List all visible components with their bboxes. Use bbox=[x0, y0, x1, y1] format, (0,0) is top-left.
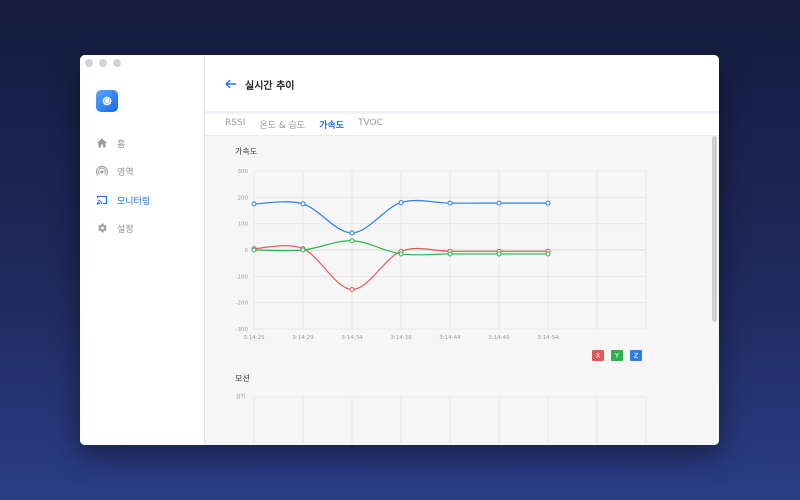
acceleration-chart: 300 200 100 0 -100 -200 -300 3:14:25 3:14:29 3:14… bbox=[236, 169, 647, 341]
tab-tvoc[interactable]: TVOC bbox=[358, 118, 383, 128]
sidebar-item-home[interactable]: 홈 bbox=[96, 135, 125, 151]
x-tick-label: 3:14:39 bbox=[390, 335, 412, 341]
data-point-x bbox=[349, 287, 355, 292]
app-window: 홈 영역 모니터링 설정 bbox=[80, 55, 719, 445]
data-point-y bbox=[349, 238, 355, 244]
sidebar-item-settings[interactable]: 설정 bbox=[96, 220, 134, 236]
motion-y-label: 감지 bbox=[236, 394, 246, 400]
legend-z-toggle[interactable]: Z bbox=[630, 350, 642, 361]
motion-section-title: 모션 bbox=[235, 374, 250, 383]
signal-icon bbox=[96, 165, 108, 176]
x-tick-label: 3:14:49 bbox=[488, 335, 510, 341]
tab-rssi[interactable]: RSSI bbox=[225, 118, 246, 128]
gear-icon bbox=[98, 223, 107, 233]
cast-icon bbox=[96, 196, 107, 205]
data-point-y bbox=[447, 251, 453, 257]
data-point-z bbox=[349, 230, 355, 236]
sidebar: 홈 영역 모니터링 설정 bbox=[80, 55, 205, 445]
x-tick-label: 3:14:44 bbox=[439, 335, 461, 341]
main-panel: 실시간 추이 RSSI 온도 & 습도 가속도 TVOC 가속도 300 200 1… bbox=[205, 55, 719, 445]
minimize-window-button[interactable] bbox=[99, 59, 107, 67]
content-area: 가속도 300 200 100 0 -100 -200 -300 3:14:25 3:14:29… bbox=[205, 135, 719, 445]
home-icon bbox=[97, 138, 107, 148]
sidebar-item-label: 모니터링 bbox=[117, 196, 151, 207]
sidebar-item-label: 영역 bbox=[117, 167, 134, 178]
data-point-z bbox=[251, 201, 257, 207]
y-tick-label: -200 bbox=[236, 301, 249, 307]
sidebar-item-monitoring[interactable]: 모니터링 bbox=[96, 192, 150, 208]
x-tick-label: 3:14:54 bbox=[537, 335, 559, 341]
y-tick-label: -100 bbox=[236, 274, 249, 280]
x-tick-label: 3:14:34 bbox=[341, 335, 363, 341]
motion-chart bbox=[253, 396, 647, 445]
page-title: 실시간 추이 bbox=[245, 81, 295, 92]
tab-temperature-humidity[interactable]: 온도 & 습도 bbox=[259, 121, 306, 131]
tab-acceleration[interactable]: 가속도 bbox=[319, 117, 349, 137]
data-point-z bbox=[300, 201, 306, 207]
data-point-z bbox=[496, 200, 502, 206]
chart-legend: X Y Z bbox=[592, 350, 642, 361]
header: 실시간 추이 bbox=[205, 55, 719, 114]
app-logo bbox=[96, 90, 118, 112]
window-controls bbox=[85, 59, 121, 67]
sidebar-item-label: 설정 bbox=[117, 224, 134, 235]
back-arrow-icon[interactable] bbox=[224, 77, 238, 91]
scrollbar[interactable] bbox=[712, 136, 717, 322]
data-point-z bbox=[447, 200, 453, 206]
sidebar-item-area[interactable]: 영역 bbox=[96, 163, 134, 179]
legend-y-toggle[interactable]: Y bbox=[611, 350, 623, 361]
data-point-y bbox=[398, 251, 404, 257]
legend-x-toggle[interactable]: X bbox=[592, 350, 604, 361]
y-tick-label: 0 bbox=[245, 248, 249, 254]
data-point-y bbox=[496, 251, 502, 257]
acceleration-section-title: 가속도 bbox=[235, 147, 258, 156]
data-point-y bbox=[545, 251, 551, 257]
y-tick-label: 300 bbox=[238, 169, 249, 175]
close-window-button[interactable] bbox=[85, 59, 93, 67]
data-point-y bbox=[251, 247, 257, 253]
zoom-window-button[interactable] bbox=[113, 59, 121, 67]
x-tick-label: 3:14:29 bbox=[292, 335, 314, 341]
x-tick-label: 3:14:25 bbox=[243, 335, 265, 341]
y-tick-label: 200 bbox=[238, 195, 249, 201]
tab-bar: RSSI 온도 & 습도 가속도 TVOC bbox=[225, 117, 387, 137]
data-point-y bbox=[300, 247, 306, 253]
y-tick-label: 100 bbox=[238, 222, 249, 228]
data-point-z bbox=[545, 200, 551, 206]
data-point-z bbox=[398, 200, 404, 206]
sidebar-item-label: 홈 bbox=[117, 139, 126, 150]
y-tick-label: -300 bbox=[236, 327, 249, 333]
